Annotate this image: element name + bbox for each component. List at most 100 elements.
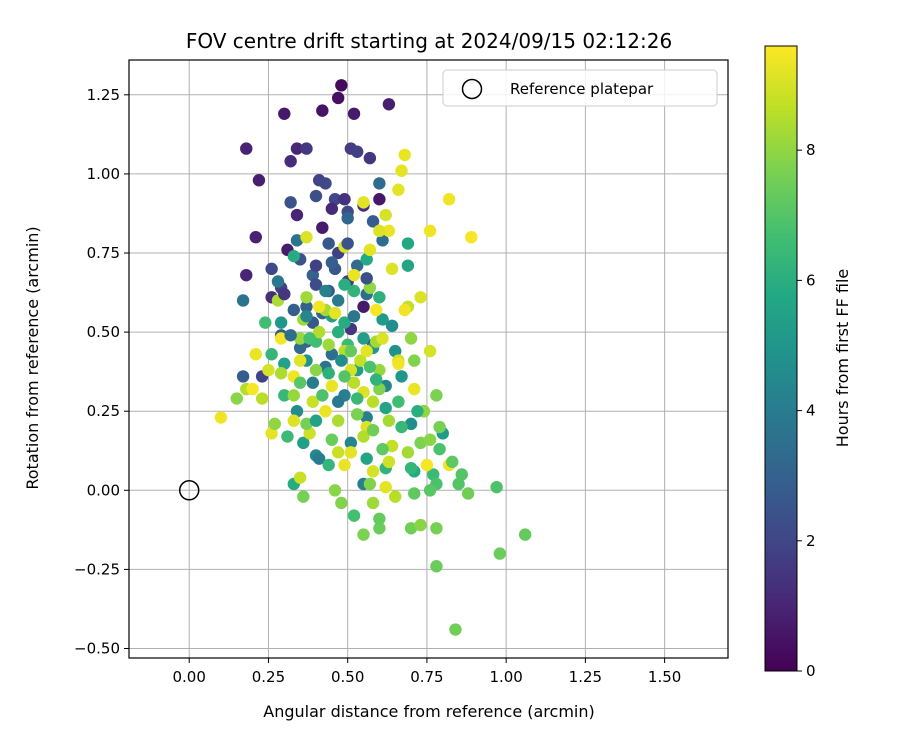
data-point — [376, 234, 389, 247]
y-tick-label: 1.25 — [87, 86, 120, 104]
data-point — [366, 465, 380, 478]
data-point — [335, 496, 348, 510]
data-point — [322, 338, 335, 351]
colorbar-label: Hours from first FF file — [833, 269, 852, 448]
data-point — [316, 104, 329, 117]
data-point — [401, 446, 415, 459]
data-point — [290, 208, 304, 222]
data-point — [214, 411, 228, 424]
data-point — [306, 376, 320, 389]
data-point — [287, 389, 301, 402]
data-point — [420, 458, 434, 472]
data-point — [373, 522, 386, 535]
data-point — [389, 490, 402, 503]
colorbar-tick-label: 6 — [806, 271, 816, 289]
data-point — [319, 284, 332, 298]
data-point — [240, 142, 253, 155]
data-point — [392, 183, 405, 196]
data-point — [385, 439, 399, 453]
data-point — [341, 212, 354, 225]
data-point — [392, 357, 405, 370]
x-tick-label: 1.25 — [569, 668, 602, 686]
data-point — [360, 272, 373, 285]
data-point — [414, 291, 427, 304]
data-point — [373, 363, 386, 377]
data-point — [430, 389, 443, 402]
data-point — [357, 196, 370, 209]
data-point — [433, 420, 446, 434]
data-point — [331, 446, 345, 459]
data-point — [293, 471, 307, 484]
data-point — [338, 316, 351, 329]
data-point — [376, 442, 389, 456]
data-point — [338, 278, 351, 291]
data-point — [401, 259, 415, 272]
data-point — [322, 367, 335, 380]
data-point — [344, 446, 358, 459]
y-axis-ticks: −0.50 −0.25 0.00 0.25 0.50 0.75 1.00 1.25 — [74, 86, 129, 658]
colorbar-tick-label: 4 — [806, 402, 816, 420]
data-point — [271, 275, 285, 288]
data-point — [363, 281, 377, 295]
data-point — [309, 414, 323, 427]
data-point — [347, 284, 361, 298]
x-axis-label: Angular distance from reference (arcmin) — [263, 702, 594, 721]
data-point — [366, 423, 380, 437]
data-point — [293, 376, 307, 389]
data-point — [385, 262, 399, 276]
chart-title: FOV centre drift starting at 2024/09/15 … — [186, 29, 672, 53]
data-point — [316, 221, 329, 234]
data-point — [259, 316, 272, 329]
data-point — [373, 382, 386, 396]
data-point — [325, 202, 339, 215]
data-point — [350, 145, 364, 158]
data-point — [404, 332, 418, 345]
data-point — [423, 344, 437, 358]
data-point — [293, 354, 307, 367]
data-point — [408, 487, 421, 500]
plot-area-frame — [128, 59, 729, 659]
x-tick-label: 0.25 — [252, 668, 285, 686]
data-point — [344, 344, 358, 358]
data-point — [490, 480, 503, 494]
data-point — [274, 316, 288, 329]
x-tick-label: 1.50 — [648, 668, 681, 686]
data-point — [408, 382, 421, 396]
data-point — [350, 392, 364, 405]
data-point — [408, 354, 421, 367]
data-point — [297, 436, 310, 450]
data-point — [309, 259, 323, 272]
data-point — [357, 430, 370, 443]
data-point — [303, 427, 316, 440]
data-point — [363, 360, 377, 374]
data-point — [300, 142, 313, 155]
data-point — [328, 306, 342, 320]
y-tick-label: 0.75 — [87, 244, 120, 262]
data-point — [268, 417, 281, 431]
data-point — [363, 151, 377, 165]
data-point — [338, 193, 351, 206]
data-point — [379, 480, 392, 494]
data-point — [357, 528, 370, 541]
data-point — [401, 237, 415, 250]
data-point — [265, 262, 278, 276]
data-point — [433, 442, 446, 456]
data-point — [347, 376, 361, 389]
data-point — [265, 427, 278, 440]
data-point — [414, 436, 427, 450]
data-point — [300, 417, 313, 431]
y-tick-label: −0.25 — [74, 560, 120, 578]
data-point — [319, 177, 332, 190]
data-point — [350, 408, 364, 421]
data-point — [455, 468, 468, 481]
y-tick-label: 0.00 — [87, 481, 120, 499]
data-point — [493, 547, 507, 560]
data-point — [392, 395, 405, 408]
data-point — [395, 420, 408, 434]
data-point — [398, 303, 411, 317]
data-point — [331, 91, 345, 105]
data-point — [290, 142, 304, 155]
y-axis-label: Rotation from reference (arcmin) — [23, 226, 42, 489]
data-point — [306, 268, 320, 282]
data-point — [319, 405, 332, 418]
